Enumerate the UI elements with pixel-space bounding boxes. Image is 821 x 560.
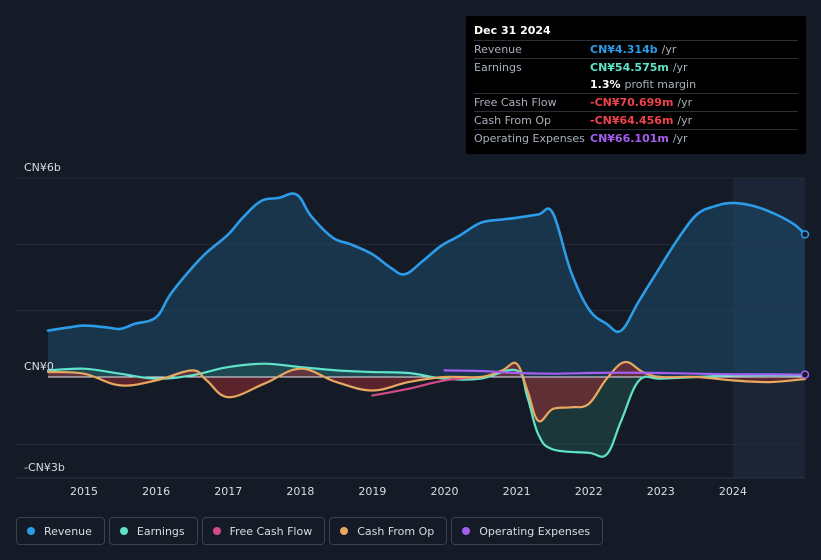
tooltip-value: CN¥4.314b <box>590 43 658 56</box>
series-lines <box>46 192 807 458</box>
tooltip-row-operating-expenses: Operating Expenses CN¥66.101m /yr <box>474 129 798 147</box>
legend-item-cash-from-op[interactable]: Cash From Op <box>329 517 448 545</box>
tooltip-unit: /yr <box>672 61 688 74</box>
y-tick-label: CN¥0 <box>24 360 54 373</box>
legend-dot-icon <box>27 527 35 535</box>
tooltip-value: -CN¥70.699m <box>590 96 674 109</box>
legend-label: Earnings <box>136 524 185 538</box>
legend-item-earnings[interactable]: Earnings <box>108 517 198 545</box>
tooltip-value: 1.3% <box>590 78 621 91</box>
operating-expenses-end-marker <box>800 370 810 379</box>
x-tick-label: 2024 <box>719 485 747 498</box>
legend-dot-icon <box>340 527 349 535</box>
tooltip-unit: /yr <box>672 132 688 145</box>
x-tick-label: 2019 <box>358 485 386 498</box>
x-tick-label: 2023 <box>647 485 675 498</box>
x-tick-label: 2015 <box>70 485 98 498</box>
legend-label: Free Cash Flow <box>229 524 313 538</box>
operating-expenses-line <box>443 369 807 376</box>
y-axis-ticks: CN¥6b CN¥0 -CN¥3b <box>24 161 65 474</box>
revenue-end-marker <box>800 230 810 239</box>
cash-from-op-line <box>46 360 807 423</box>
tooltip-label: Free Cash Flow <box>474 96 557 109</box>
tooltip-value: CN¥54.575m <box>590 61 669 74</box>
tooltip-row-cash-from-op: Cash From Op -CN¥64.456m /yr <box>474 111 798 129</box>
legend-item-revenue[interactable]: Revenue <box>16 517 105 545</box>
x-tick-label: 2016 <box>142 485 170 498</box>
x-tick-label: 2017 <box>214 485 242 498</box>
legend-item-operating-expenses[interactable]: Operating Expenses <box>451 517 604 545</box>
tooltip-row-free-cash-flow: Free Cash Flow -CN¥70.699m /yr <box>474 93 798 111</box>
x-tick-label: 2018 <box>286 485 314 498</box>
tooltip-row-profit-margin: 1.3% profit margin <box>474 76 798 93</box>
tooltip-unit: /yr <box>677 114 693 127</box>
y-tick-label: CN¥6b <box>24 161 61 174</box>
legend-dot-icon <box>119 527 128 535</box>
tooltip-label: Operating Expenses <box>474 132 585 145</box>
x-tick-label: 2022 <box>575 485 603 498</box>
legend-label: Revenue <box>44 524 92 538</box>
legend-item-free-cash-flow[interactable]: Free Cash Flow <box>201 517 326 545</box>
tooltip-date: Dec 31 2024 <box>474 24 551 37</box>
x-axis-ticks: 2015 2016 2017 2018 2019 2020 2021 2022 2023 2024 <box>70 485 747 498</box>
legend-label: Operating Expenses <box>479 524 591 538</box>
tooltip-label: Revenue <box>474 43 522 56</box>
tooltip-row-earnings: Earnings CN¥54.575m /yr <box>474 58 798 76</box>
data-tooltip: Dec 31 2024 Revenue CN¥4.314b /yr Earnin… <box>466 16 806 154</box>
chart-legend: Revenue Earnings Free Cash Flow Cash Fro… <box>16 517 604 545</box>
x-tick-label: 2021 <box>503 485 531 498</box>
x-tick-label: 2020 <box>431 485 459 498</box>
revenue-area <box>48 193 805 377</box>
legend-label: Cash From Op <box>357 524 435 538</box>
tooltip-row-revenue: Revenue CN¥4.314b /yr <box>474 40 798 58</box>
series-end-markers <box>800 230 810 379</box>
revenue-line <box>46 192 807 334</box>
legend-dot-icon <box>462 527 471 535</box>
tooltip-unit: /yr <box>661 43 677 56</box>
tooltip-value: -CN¥64.456m <box>590 114 674 127</box>
tooltip-unit: profit margin <box>624 78 697 91</box>
legend-dot-icon <box>212 527 221 535</box>
tooltip-label: Cash From Op <box>474 114 552 127</box>
tooltip-unit: /yr <box>677 96 693 109</box>
tooltip-label: Earnings <box>474 61 522 74</box>
y-tick-label: -CN¥3b <box>24 461 65 474</box>
tooltip-value: CN¥66.101m <box>590 132 669 145</box>
